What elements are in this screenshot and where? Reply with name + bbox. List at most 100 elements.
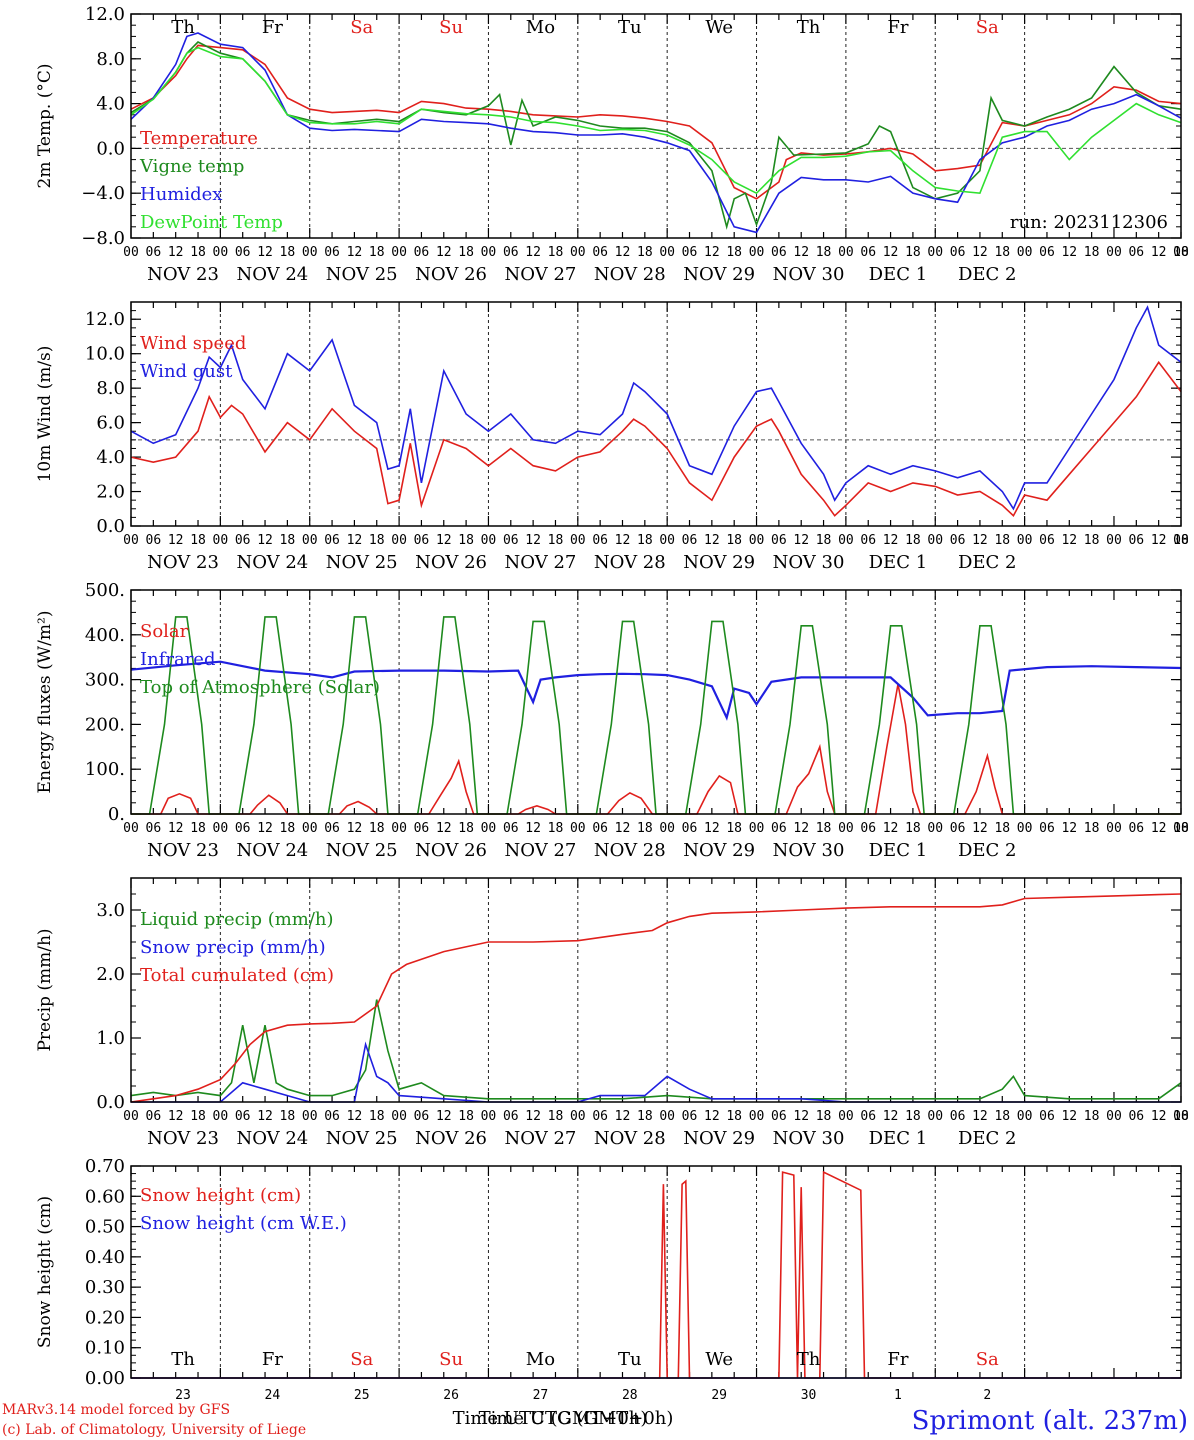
x-hour-label: 12 xyxy=(972,821,988,836)
x-hour-label: 12 xyxy=(168,1109,184,1124)
x-hour-label: 00 xyxy=(1173,533,1189,548)
x-hour-label: 18 xyxy=(548,245,564,260)
x-hour-label: 06 xyxy=(682,533,698,548)
x-hour-label: 18 xyxy=(1084,533,1100,548)
x-hour-label: 06 xyxy=(324,533,340,548)
x-hour-label: 12 xyxy=(793,533,809,548)
x-date-label: NOV 27 xyxy=(505,552,577,573)
x-date-label: NOV 25 xyxy=(326,264,398,285)
x-hour-label: 18 xyxy=(369,245,385,260)
x-hour-label: 00 xyxy=(302,821,318,836)
x-hour-label: 00 xyxy=(1106,245,1122,260)
x-hour-label: 18 xyxy=(1173,245,1189,260)
x-hour-label: 18 xyxy=(905,533,921,548)
x-hour-label: 18 xyxy=(726,1109,742,1124)
x-hour-label: 00 xyxy=(213,533,229,548)
x-hour-label: 00 xyxy=(213,1109,229,1124)
x-hour-label: 12 xyxy=(704,821,720,836)
x-hour-label: 12 xyxy=(347,245,363,260)
x-hour-label: 00 xyxy=(123,245,139,260)
legend-entry: Humidex xyxy=(140,184,222,205)
y-tick-label: 8.0 xyxy=(96,49,125,70)
x-hour-label: 06 xyxy=(1039,821,1055,836)
x-hour-label: 18 xyxy=(548,533,564,548)
x-hour-label: 06 xyxy=(414,1109,430,1124)
weekday-label: Su xyxy=(439,17,463,38)
x-hour-label: 00 xyxy=(1017,821,1033,836)
weekday-label: Sa xyxy=(350,1349,373,1370)
weekday-label: Sa xyxy=(976,17,999,38)
y-tick-label: 200. xyxy=(85,714,125,735)
x-hour-label: 00 xyxy=(749,245,765,260)
x-hour-label: 00 xyxy=(302,533,318,548)
x-date-label: NOV 24 xyxy=(236,840,308,861)
x-date-label: DEC 1 xyxy=(869,552,928,573)
x-hour-label: 12 xyxy=(257,533,273,548)
x-hour-label: 00 xyxy=(391,1109,407,1124)
station-name: Sprimont (alt. 237m) xyxy=(912,1406,1188,1436)
x-hour-label: 18 xyxy=(637,1109,653,1124)
x-hour-label: 12 xyxy=(257,1109,273,1124)
plot-frame xyxy=(130,1165,1182,1379)
x-hour-label: 06 xyxy=(592,821,608,836)
day-number-label: 1 xyxy=(894,1388,902,1403)
y-tick-label: 10.0 xyxy=(85,344,125,365)
x-hour-label: 00 xyxy=(659,821,675,836)
x-hour-label: 12 xyxy=(1061,821,1077,836)
x-hour-label: 06 xyxy=(146,821,162,836)
weekday-label: Fr xyxy=(262,1349,283,1370)
x-hour-label: 12 xyxy=(1151,1109,1167,1124)
x-hour-label: 18 xyxy=(369,533,385,548)
x-hour-label: 12 xyxy=(1151,821,1167,836)
y-tick-label: 100. xyxy=(85,759,125,780)
plot-frame xyxy=(130,589,1182,815)
day-number-label: 27 xyxy=(533,1388,549,1403)
x-date-label: NOV 28 xyxy=(594,1128,666,1149)
panel-precip: 0.0 1.0 2.0 3.0 Precip (mm/h) Liquid precip (… xyxy=(35,877,1189,1149)
weekday-label: Fr xyxy=(887,1349,908,1370)
x-hour-label: 06 xyxy=(771,1109,787,1124)
legend-entry: Snow height (cm W.E.) xyxy=(140,1213,347,1234)
x-hour-label: 00 xyxy=(1173,1109,1189,1124)
x-hour-label: 12 xyxy=(168,533,184,548)
x-hour-label: 06 xyxy=(503,533,519,548)
series-line-dewpoint-temp xyxy=(130,46,1182,195)
x-hour-label: 06 xyxy=(235,533,251,548)
legend-entry: Solar xyxy=(140,621,189,642)
x-hour-label: 00 xyxy=(749,533,765,548)
y-tick-label: −4.0 xyxy=(81,183,125,204)
x-date-label: DEC 1 xyxy=(869,1128,928,1149)
x-date-label: DEC 1 xyxy=(869,264,928,285)
x-hour-label: 18 xyxy=(905,245,921,260)
day-number-label: 29 xyxy=(711,1388,727,1403)
x-hour-label: 00 xyxy=(659,245,675,260)
x-hour-label: 18 xyxy=(190,821,206,836)
x-hour-label: 00 xyxy=(927,821,943,836)
legend-entry: Total cumulated (cm) xyxy=(140,965,334,986)
x-hour-label: 12 xyxy=(168,245,184,260)
weekday-label: Fr xyxy=(262,17,283,38)
x-hour-label: 18 xyxy=(994,1109,1010,1124)
y-tick-label: 0.10 xyxy=(85,1338,125,1359)
x-hour-label: 12 xyxy=(525,1109,541,1124)
x-hour-label: 00 xyxy=(302,245,318,260)
x-hour-label: 12 xyxy=(615,821,631,836)
x-hour-label: 12 xyxy=(704,533,720,548)
x-hour-label: 18 xyxy=(1084,1109,1100,1124)
x-date-label: NOV 24 xyxy=(236,1128,308,1149)
weekday-label: Mo xyxy=(526,1349,555,1370)
x-date-label: DEC 2 xyxy=(958,840,1017,861)
y-tick-label: 6.0 xyxy=(96,413,125,434)
weekday-label: Su xyxy=(439,1349,463,1370)
x-hour-label: 12 xyxy=(525,245,541,260)
x-hour-label: 12 xyxy=(436,821,452,836)
x-hour-label: 18 xyxy=(1084,821,1100,836)
x-date-label: NOV 23 xyxy=(147,840,219,861)
x-hour-label: 06 xyxy=(414,245,430,260)
x-hour-label: 00 xyxy=(1106,821,1122,836)
x-hour-label: 00 xyxy=(481,533,497,548)
x-hour-label: 00 xyxy=(123,1109,139,1124)
x-date-label: NOV 24 xyxy=(236,552,308,573)
x-hour-label: 06 xyxy=(950,533,966,548)
